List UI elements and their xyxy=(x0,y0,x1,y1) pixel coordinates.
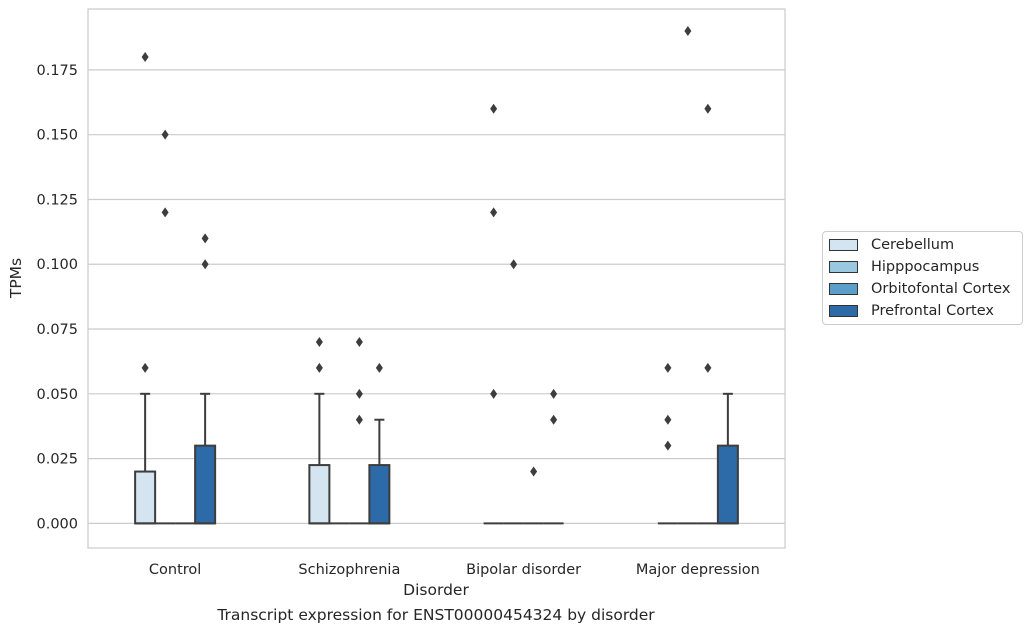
legend-item-prefrontal-cortex: Prefrontal Cortex xyxy=(829,303,994,319)
legend-swatch xyxy=(829,239,858,251)
outlier-point xyxy=(664,414,672,425)
legend-item-orbitofrontal-cortex: Orbitofontal Cortex xyxy=(829,281,1010,297)
y-tick-label: 0.000 xyxy=(36,516,78,532)
y-tick-label: 0.125 xyxy=(36,192,78,208)
box xyxy=(194,444,217,525)
outlier-point xyxy=(664,440,672,451)
outlier-point xyxy=(490,207,498,218)
outlier-point xyxy=(704,103,712,114)
y-tick-label: 0.050 xyxy=(36,387,78,403)
outlier-point xyxy=(704,362,712,373)
legend-label: Cerebellum xyxy=(871,237,955,253)
outlier-point xyxy=(530,466,538,477)
outlier-point xyxy=(355,388,363,399)
outlier-point xyxy=(684,26,692,37)
outlier-point xyxy=(355,336,363,347)
legend-swatch xyxy=(829,305,858,317)
y-tick-label: 0.175 xyxy=(36,63,78,79)
outlier-point xyxy=(490,103,498,114)
outlier-point xyxy=(141,362,149,373)
outlier-point xyxy=(550,388,558,399)
legend-item-cerebellum: Cerebellum xyxy=(829,237,954,253)
legend-item-hippocampus: Hipppocampus xyxy=(829,259,979,275)
x-axis-label: Disorder xyxy=(403,581,469,599)
y-tick-labels: 0.000 0.025 0.050 0.075 0.100 0.125 0.150 0.175 xyxy=(36,63,78,532)
box xyxy=(308,464,331,525)
y-tick-label: 0.025 xyxy=(36,452,78,468)
legend: Cerebellum Hipppocampus Orbitofontal Cor… xyxy=(822,231,1023,325)
y-tick-label: 0.100 xyxy=(36,257,78,273)
legend-swatch xyxy=(829,283,858,295)
x-tick-label: Schizophrenia xyxy=(298,562,400,578)
legend-label: Hipppocampus xyxy=(871,259,980,275)
box-groups xyxy=(134,392,739,525)
outlier-point xyxy=(141,51,149,62)
chart-caption: Transcript expression for ENST0000045432… xyxy=(217,606,655,624)
box xyxy=(134,470,157,525)
outlier-point xyxy=(375,362,383,373)
legend-label: Prefrontal Cortex xyxy=(871,303,994,319)
outlier-point xyxy=(201,259,209,270)
legend-label: Orbitofontal Cortex xyxy=(871,281,1011,297)
outlier-point xyxy=(201,233,209,244)
outlier-point xyxy=(161,129,169,140)
y-tick-label: 0.075 xyxy=(36,322,78,338)
grid-lines xyxy=(88,69,785,524)
y-tick-label: 0.150 xyxy=(36,128,78,144)
box xyxy=(716,444,739,525)
category-group xyxy=(657,392,739,525)
y-axis-label: TPMs xyxy=(7,258,25,299)
outlier-point xyxy=(550,414,558,425)
outlier-point xyxy=(315,362,323,373)
outlier-point xyxy=(664,362,672,373)
outlier-point xyxy=(161,207,169,218)
outlier-point xyxy=(315,336,323,347)
x-tick-label: Major depression xyxy=(636,562,760,578)
category-group xyxy=(308,392,391,525)
x-tick-labels: Control Schizophrenia Bipolar disorder Majo… xyxy=(149,562,760,578)
x-tick-label: Control xyxy=(149,562,201,578)
outlier-points xyxy=(141,26,712,477)
outlier-point xyxy=(355,414,363,425)
x-tick-label: Bipolar disorder xyxy=(466,562,581,578)
box xyxy=(368,464,391,525)
plot-frame xyxy=(87,8,786,549)
outlier-point xyxy=(510,259,518,270)
legend-swatch xyxy=(829,261,858,273)
outlier-point xyxy=(490,388,498,399)
category-group xyxy=(134,392,217,525)
